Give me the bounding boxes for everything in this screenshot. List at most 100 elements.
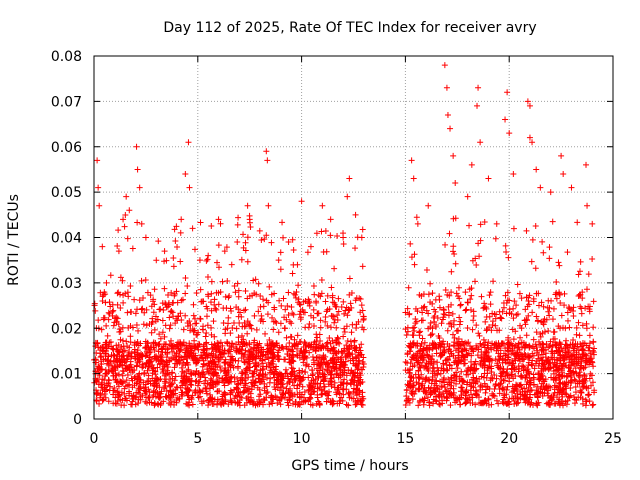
data-point — [408, 254, 415, 261]
data-point — [581, 372, 588, 379]
data-point — [172, 237, 179, 244]
data-point — [103, 322, 110, 329]
data-point — [517, 334, 524, 341]
data-point — [481, 399, 488, 406]
data-point — [557, 352, 564, 359]
data-point — [226, 346, 233, 353]
data-point — [225, 379, 232, 386]
data-point — [320, 343, 327, 350]
data-point — [547, 401, 554, 408]
data-point — [317, 324, 324, 331]
data-point — [288, 320, 295, 327]
data-point — [132, 373, 139, 380]
data-point — [587, 370, 594, 377]
data-point — [203, 313, 210, 320]
data-point — [174, 299, 181, 306]
data-point — [117, 336, 124, 343]
data-point — [197, 373, 204, 380]
data-point — [253, 362, 260, 369]
data-point — [191, 315, 198, 322]
data-point — [266, 369, 273, 376]
data-point — [409, 353, 416, 360]
data-point — [160, 307, 167, 314]
data-point — [278, 302, 285, 309]
data-point — [451, 394, 458, 401]
data-point — [321, 383, 328, 390]
data-point — [513, 311, 520, 318]
data-point — [125, 352, 132, 359]
data-point — [502, 345, 509, 352]
data-point — [276, 387, 283, 394]
data-point — [549, 316, 556, 323]
data-point — [320, 377, 327, 384]
data-point — [566, 324, 573, 331]
data-point — [506, 378, 513, 385]
data-point — [126, 207, 133, 214]
data-point — [510, 305, 517, 312]
data-point — [564, 249, 571, 256]
data-point — [222, 293, 229, 300]
data-point — [540, 249, 547, 256]
data-point — [159, 357, 166, 364]
data-point — [504, 366, 511, 373]
data-point — [231, 374, 238, 381]
data-point — [114, 301, 121, 308]
data-point — [256, 386, 263, 393]
data-point — [215, 289, 222, 296]
data-point — [100, 343, 107, 350]
data-point — [284, 373, 291, 380]
data-point — [482, 389, 489, 396]
data-point — [165, 364, 172, 371]
data-point — [416, 375, 423, 382]
data-point — [529, 362, 536, 369]
data-point — [242, 306, 249, 313]
data-point — [290, 246, 297, 253]
data-point — [469, 326, 476, 333]
data-point — [411, 261, 418, 268]
data-point — [484, 364, 491, 371]
data-point — [545, 392, 552, 399]
data-point — [535, 338, 542, 345]
data-point — [500, 304, 507, 311]
data-point — [556, 262, 563, 269]
data-point — [413, 379, 420, 386]
data-point — [590, 339, 597, 346]
data-point — [306, 341, 313, 348]
data-point — [235, 313, 242, 320]
data-point — [295, 282, 302, 289]
data-point — [340, 333, 347, 340]
data-point — [257, 292, 264, 299]
data-point — [241, 351, 248, 358]
data-point — [93, 397, 100, 404]
data-point — [563, 373, 570, 380]
data-point — [554, 357, 561, 364]
data-point — [183, 342, 190, 349]
data-point — [525, 368, 532, 375]
data-point — [565, 370, 572, 377]
data-point — [232, 289, 239, 296]
data-point — [197, 286, 204, 293]
data-point — [477, 139, 484, 146]
y-tick-label: 0.01 — [51, 367, 82, 383]
data-point — [347, 300, 354, 307]
data-point — [590, 401, 597, 408]
data-point — [425, 385, 432, 392]
data-point — [444, 291, 451, 298]
data-point — [427, 280, 434, 287]
data-point — [354, 377, 361, 384]
data-point — [177, 258, 184, 265]
data-point — [288, 390, 295, 397]
data-point — [412, 315, 419, 322]
data-point — [477, 386, 484, 393]
data-point — [590, 298, 597, 305]
data-point — [538, 299, 545, 306]
data-point — [443, 84, 450, 91]
data-point — [569, 341, 576, 348]
data-point — [454, 365, 461, 372]
data-point — [281, 314, 288, 321]
data-point — [469, 394, 476, 401]
data-point — [120, 368, 127, 375]
data-point — [406, 310, 413, 317]
data-point — [517, 388, 524, 395]
data-point — [448, 374, 455, 381]
